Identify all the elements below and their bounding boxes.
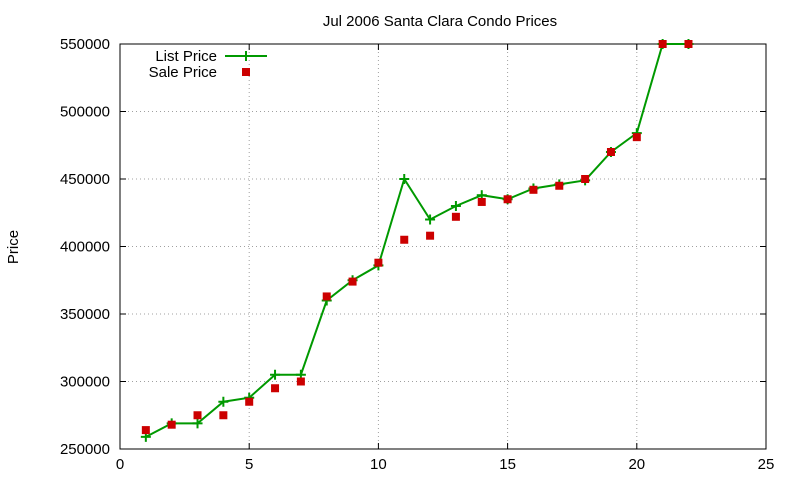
- list-price-point: [192, 418, 203, 429]
- sale-price-point: [167, 420, 176, 429]
- x-tick-label: 20: [628, 456, 645, 473]
- sale-price-point: [219, 411, 228, 420]
- sale-price-point: [658, 40, 667, 48]
- sale-price-point: [322, 292, 331, 301]
- x-tick-label: 15: [499, 456, 516, 473]
- legend-sample-sale-price: [242, 68, 250, 76]
- sale-price-point: [400, 235, 409, 244]
- list-price-point: [425, 214, 436, 225]
- axis-ticks: 0 5 10 15 20 25 250000 300000 350000 400000 450000…: [60, 36, 774, 473]
- legend: List Price Sale Price: [149, 48, 267, 81]
- sale-price-point: [374, 258, 383, 267]
- y-tick-label: 500000: [60, 104, 110, 121]
- x-tick-label: 5: [245, 456, 253, 473]
- list-price-point: [450, 201, 461, 211]
- sale-price-point: [245, 397, 254, 406]
- y-axis-label: Price: [5, 230, 22, 264]
- y-tick-label: 300000: [60, 374, 110, 391]
- x-tick-label: 0: [116, 456, 124, 473]
- sale-price-point: [193, 411, 202, 420]
- legend-label-list-price: List Price: [155, 48, 217, 65]
- legend-marker: [241, 51, 251, 61]
- list-price-point: [218, 396, 229, 407]
- sale-price-point: [141, 426, 150, 435]
- sale-price-point: [503, 195, 512, 204]
- sale-price-point: [632, 133, 641, 142]
- sale-price-point: [348, 277, 357, 286]
- sale-price-point: [477, 197, 486, 206]
- list-price-point: [270, 369, 281, 380]
- sale-price-point: [606, 148, 615, 156]
- x-tick-label: 10: [370, 456, 387, 473]
- sale-price-point: [426, 231, 435, 240]
- y-tick-label: 450000: [60, 171, 110, 188]
- list-price-point: [399, 174, 410, 184]
- chart-title: Jul 2006 Santa Clara Condo Prices: [323, 13, 557, 30]
- series: [140, 39, 694, 442]
- y-tick-label: 400000: [60, 239, 110, 256]
- legend-label-sale-price: Sale Price: [149, 64, 217, 81]
- series-line-list-price: [145, 43, 689, 438]
- y-tick-label: 550000: [60, 36, 110, 53]
- sale-price-point: [684, 40, 693, 48]
- grid: [120, 44, 766, 449]
- y-tick-label: 250000: [60, 441, 110, 458]
- sale-price-point: [581, 175, 590, 183]
- legend-marker: [242, 68, 250, 76]
- sale-price-point: [555, 181, 564, 190]
- sale-price-point: [529, 185, 538, 194]
- x-tick-label: 25: [758, 456, 775, 473]
- sale-price-point: [296, 377, 305, 386]
- legend-sample-list-price: [225, 51, 267, 61]
- y-tick-label: 350000: [60, 306, 110, 323]
- sale-price-point: [451, 212, 460, 221]
- sale-price-point: [271, 384, 280, 393]
